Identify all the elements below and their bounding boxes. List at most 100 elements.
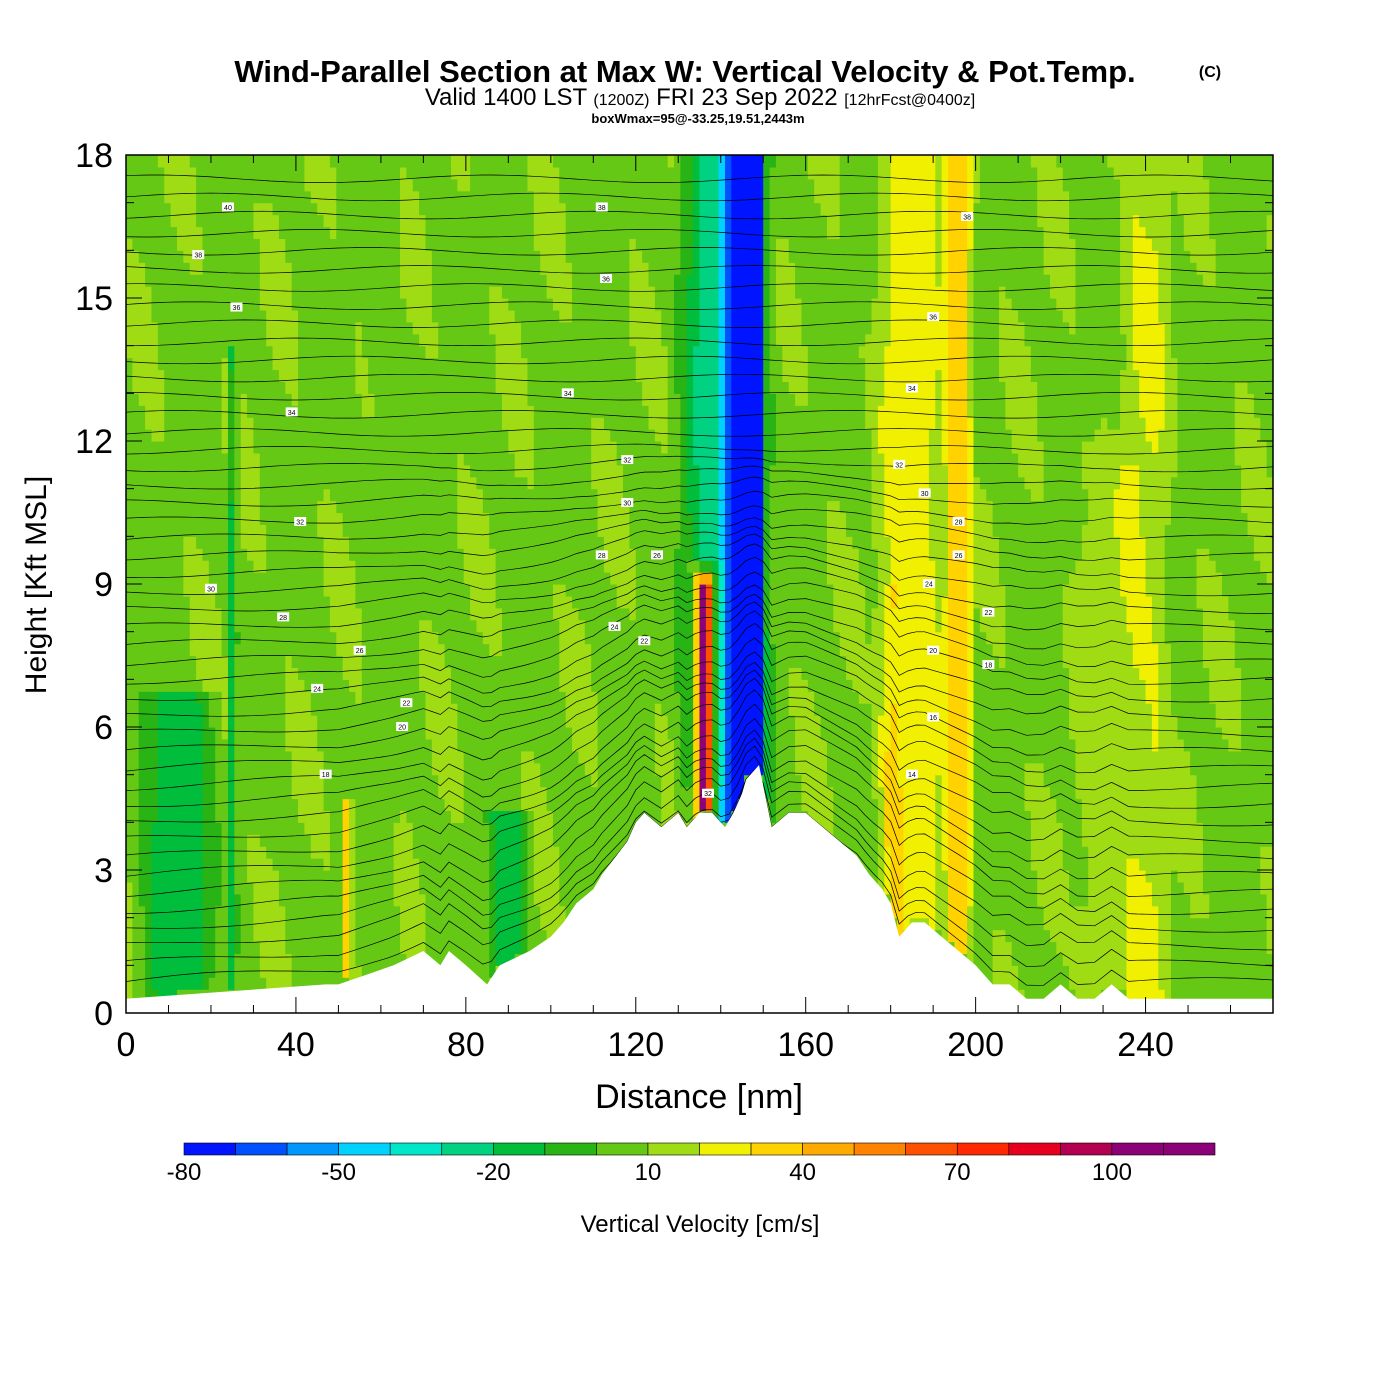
vv-cell bbox=[138, 822, 146, 835]
vv-cell bbox=[253, 512, 261, 526]
vv-cell bbox=[157, 762, 165, 776]
vv-cell bbox=[240, 381, 248, 394]
vv-cell bbox=[559, 500, 567, 514]
vv-cell bbox=[176, 679, 184, 692]
vv-cell bbox=[145, 560, 153, 573]
vv-cell bbox=[444, 381, 452, 394]
vv-cell bbox=[329, 155, 337, 168]
vv-cell bbox=[259, 881, 267, 895]
vv-cell bbox=[183, 595, 191, 609]
vv-cell bbox=[489, 381, 497, 394]
vv-cell bbox=[208, 679, 216, 692]
vv-cell bbox=[482, 500, 490, 514]
vv-cell bbox=[463, 929, 471, 943]
vv-cell bbox=[361, 774, 369, 788]
vv-cell bbox=[176, 345, 184, 359]
vv-cell bbox=[425, 679, 433, 692]
vv-cell bbox=[412, 286, 420, 299]
vv-cell bbox=[145, 667, 153, 680]
vv-cell bbox=[368, 846, 376, 859]
vv-cell bbox=[126, 381, 133, 394]
vv-cell bbox=[272, 476, 280, 490]
vv-cell bbox=[176, 715, 184, 728]
vv-cell bbox=[349, 619, 356, 633]
vv-cell bbox=[438, 286, 446, 299]
vv-cell bbox=[501, 298, 509, 311]
vv-cell bbox=[221, 607, 229, 621]
vv-cell bbox=[380, 548, 388, 561]
vv-cell bbox=[425, 572, 433, 585]
vv-cell bbox=[425, 774, 433, 788]
vv-cell bbox=[470, 202, 478, 216]
vv-cell bbox=[164, 202, 172, 216]
vv-cell bbox=[540, 560, 548, 573]
vv-cell bbox=[221, 893, 229, 907]
vv-cell bbox=[183, 393, 191, 406]
vv-cell bbox=[540, 345, 548, 359]
vv-cell bbox=[240, 452, 248, 466]
vv-cell bbox=[361, 655, 369, 669]
vv-cell bbox=[208, 619, 216, 633]
vv-cell bbox=[259, 321, 267, 335]
vv-cell bbox=[368, 166, 376, 180]
vv-cell bbox=[406, 155, 414, 168]
vv-cell bbox=[183, 560, 191, 573]
vv-cell bbox=[431, 274, 439, 287]
vv-cell bbox=[540, 274, 548, 287]
vv-cell bbox=[425, 881, 433, 895]
vv-cell bbox=[329, 452, 337, 466]
vv-cell bbox=[540, 524, 548, 537]
vv-cell bbox=[508, 870, 516, 883]
vv-cell bbox=[215, 679, 223, 692]
vv-cell bbox=[176, 560, 184, 573]
vv-cell bbox=[253, 500, 261, 514]
vv-cell bbox=[151, 333, 159, 347]
vv-cell bbox=[470, 727, 478, 740]
vv-cell bbox=[227, 405, 235, 418]
vv-cell bbox=[336, 762, 344, 776]
vv-cell bbox=[444, 441, 452, 454]
vv-cell bbox=[145, 655, 153, 669]
vv-cell bbox=[495, 917, 503, 931]
vv-cell bbox=[247, 572, 255, 585]
vv-cell bbox=[126, 166, 133, 180]
vv-cell bbox=[514, 417, 522, 430]
vv-cell bbox=[559, 893, 567, 907]
vv-cell bbox=[400, 166, 407, 180]
vv-cell bbox=[202, 655, 210, 669]
vv-cell bbox=[450, 155, 458, 168]
vv-cell bbox=[285, 786, 293, 800]
vv-cell bbox=[533, 572, 541, 585]
vv-cell bbox=[310, 798, 318, 812]
vv-cell bbox=[393, 584, 401, 597]
vv-cell bbox=[527, 798, 535, 812]
vv-cell bbox=[533, 738, 541, 752]
vv-cell bbox=[342, 858, 350, 871]
vv-cell bbox=[298, 262, 306, 275]
vv-cell bbox=[183, 512, 191, 526]
vv-cell bbox=[189, 953, 197, 966]
vv-cell bbox=[266, 572, 274, 585]
vv-cell bbox=[546, 786, 554, 800]
vv-cell bbox=[259, 762, 267, 776]
vv-cell bbox=[157, 750, 165, 764]
vv-cell bbox=[495, 595, 503, 609]
vv-cell bbox=[215, 727, 223, 740]
vv-cell bbox=[400, 536, 407, 549]
vv-cell bbox=[202, 333, 210, 347]
vv-cell bbox=[546, 905, 554, 919]
vv-cell bbox=[317, 405, 325, 418]
vv-cell bbox=[285, 917, 293, 931]
vv-cell bbox=[278, 834, 286, 847]
vv-cell bbox=[336, 703, 344, 716]
vv-cell bbox=[355, 309, 363, 323]
vv-cell bbox=[170, 476, 178, 490]
vv-cell bbox=[138, 309, 146, 323]
vv-cell bbox=[349, 298, 356, 311]
vv-cell bbox=[489, 476, 497, 490]
vv-cell bbox=[533, 405, 541, 418]
vv-cell bbox=[196, 584, 204, 597]
vv-cell bbox=[342, 846, 350, 859]
vv-cell bbox=[514, 321, 522, 335]
vv-cell bbox=[227, 977, 235, 990]
